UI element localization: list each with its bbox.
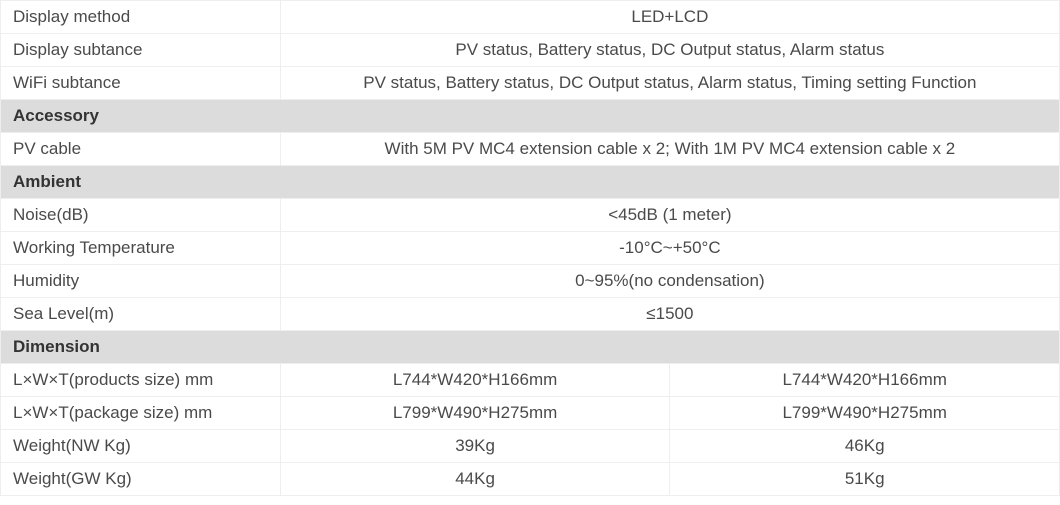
section-label: Ambient [1,166,1060,199]
spec-value-1: 39Kg [280,430,670,463]
table-row: Display subtance PV status, Battery stat… [1,34,1060,67]
table-row: Working Temperature -10°C~+50°C [1,232,1060,265]
table-row: Humidity 0~95%(no condensation) [1,265,1060,298]
spec-label: Display method [1,1,281,34]
section-header: Dimension [1,331,1060,364]
spec-label: Working Temperature [1,232,281,265]
table-row: Weight(NW Kg) 39Kg 46Kg [1,430,1060,463]
spec-value-2: L744*W420*H166mm [670,364,1060,397]
table-row: Noise(dB) <45dB (1 meter) [1,199,1060,232]
spec-value-2: L799*W490*H275mm [670,397,1060,430]
spec-value: LED+LCD [280,1,1059,34]
spec-value: With 5M PV MC4 extension cable x 2; With… [280,133,1059,166]
spec-label: Noise(dB) [1,199,281,232]
section-header: Accessory [1,100,1060,133]
spec-label: L×W×T(products size) mm [1,364,281,397]
spec-label: Sea Level(m) [1,298,281,331]
table-row: PV cable With 5M PV MC4 extension cable … [1,133,1060,166]
section-header: Ambient [1,166,1060,199]
spec-value-2: 46Kg [670,430,1060,463]
table-row: WiFi subtance PV status, Battery status,… [1,67,1060,100]
spec-value: 0~95%(no condensation) [280,265,1059,298]
table-row: L×W×T(package size) mm L799*W490*H275mm … [1,397,1060,430]
section-label: Dimension [1,331,1060,364]
spec-label: PV cable [1,133,281,166]
table-row: Display method LED+LCD [1,1,1060,34]
spec-value-2: 51Kg [670,463,1060,496]
table-row: L×W×T(products size) mm L744*W420*H166mm… [1,364,1060,397]
table-row: Weight(GW Kg) 44Kg 51Kg [1,463,1060,496]
spec-label: WiFi subtance [1,67,281,100]
spec-label: Humidity [1,265,281,298]
spec-value: PV status, Battery status, DC Output sta… [280,67,1059,100]
spec-table-body: Display method LED+LCD Display subtance … [1,1,1060,496]
spec-value: <45dB (1 meter) [280,199,1059,232]
spec-label: Weight(GW Kg) [1,463,281,496]
spec-value-1: L799*W490*H275mm [280,397,670,430]
spec-value-1: 44Kg [280,463,670,496]
spec-value: ≤1500 [280,298,1059,331]
spec-value: -10°C~+50°C [280,232,1059,265]
spec-value-1: L744*W420*H166mm [280,364,670,397]
spec-label: Weight(NW Kg) [1,430,281,463]
spec-value: PV status, Battery status, DC Output sta… [280,34,1059,67]
section-label: Accessory [1,100,1060,133]
spec-table: Display method LED+LCD Display subtance … [0,0,1060,496]
spec-label: Display subtance [1,34,281,67]
table-row: Sea Level(m) ≤1500 [1,298,1060,331]
spec-label: L×W×T(package size) mm [1,397,281,430]
